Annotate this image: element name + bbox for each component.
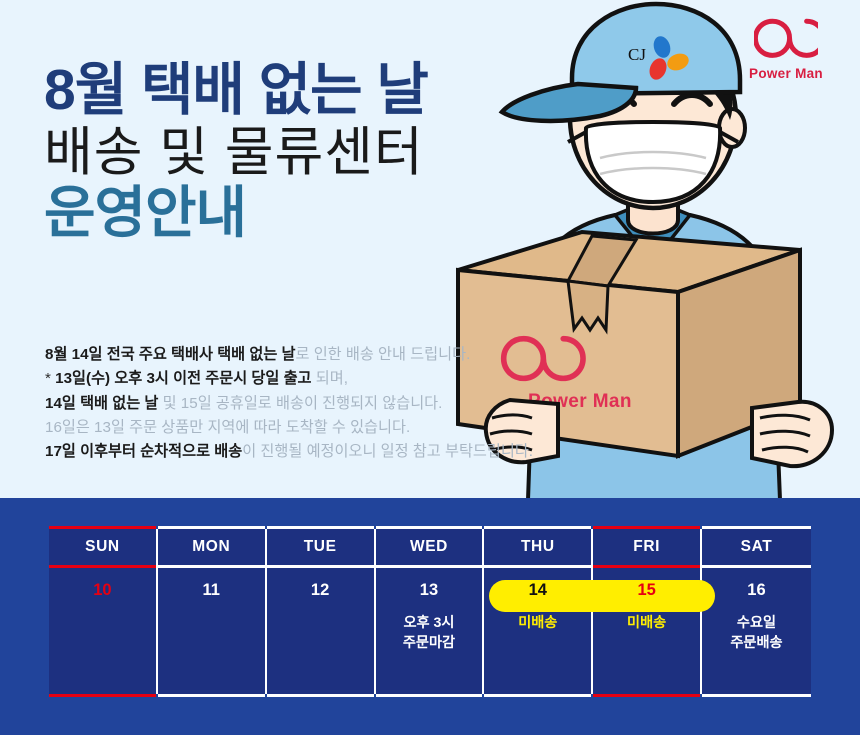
calendar-column-wed: WED 13 오후 3시 주문마감 [375, 526, 485, 697]
calendar-cell-thu: 14 미배송 [484, 568, 591, 694]
calendar-cell-wed: 13 오후 3시 주문마감 [376, 568, 483, 694]
calendar-header-fri: FRI [593, 529, 701, 568]
calendar-column-sat: SAT 16 수요일 주문배송 [702, 526, 811, 697]
day-number-14: 14 [528, 581, 547, 599]
notice-line-5-rest: 이 진행될 예정이오니 일정 참고 부탁드립니다. [242, 443, 534, 461]
calendar-cell-fri: 15 미배송 [593, 568, 700, 694]
brand-logo: Power Man [726, 14, 846, 88]
highlight-pill-14-15 [489, 580, 715, 612]
calendar-header-sat: SAT [702, 529, 811, 568]
headline-line-3: 운영안내 [44, 181, 247, 244]
power-man-loop-icon [754, 18, 818, 58]
calendar-column-tue: TUE 12 [266, 526, 376, 697]
headline-line-2: 배송 및 물류센터 [44, 123, 424, 182]
calendar-header-sun: SUN [49, 529, 156, 568]
calendar-header-tue: TUE [266, 529, 374, 568]
calendar-column-mon: MON 11 [157, 526, 267, 697]
notice-line-1: 8월 14일 전국 주요 택배사 택배 없는 날로 인한 배송 안내 드립니다. [45, 343, 565, 367]
headline-line-1: 8월 택배 없는 날 [44, 58, 429, 122]
calendar-header-mon: MON [157, 529, 265, 568]
day-number-16: 16 [747, 581, 766, 599]
day-note-15: 미배송 [627, 615, 667, 631]
svg-text:CJ: CJ [628, 45, 646, 64]
notice-line-2: * 13일(수) 오후 3시 이전 주문시 당일 출고 되며, [45, 367, 565, 391]
notice-body: 8월 14일 전국 주요 택배사 택배 없는 날로 인한 배송 안내 드립니다.… [45, 343, 565, 464]
calendar-cell-sun: 10 [49, 568, 156, 694]
calendar-cell-mon: 11 [158, 568, 265, 694]
notice-line-5: 17일 이후부터 순차적으로 배송이 진행될 예정이오니 일정 참고 부탁드립니… [45, 440, 565, 464]
notice-line-4: 16일은 13일 주문 상품만 지역에 따라 도착할 수 있습니다. [45, 416, 565, 440]
calendar-header-wed: WED [375, 529, 483, 568]
day-note-16: 수요일 주문배송 [730, 615, 783, 651]
notice-line-1-rest: 로 인한 배송 안내 드립니다. [295, 346, 471, 363]
notice-line-2-strong: 13일(수) 오후 3시 이전 주문시 당일 출고 [55, 370, 312, 388]
page-title: 8월 택배 없는 날 배송 및 물류센터 운영안내 [44, 62, 564, 241]
notice-line-2-rest: 되며, [311, 370, 348, 388]
notice-line-5-strong: 17일 이후부터 순차적으로 배송 [45, 443, 243, 461]
day-number-12: 12 [310, 581, 330, 599]
notice-line-3-strong: 14일 택배 없는 날 [45, 394, 159, 412]
day-number-15: 15 [637, 581, 656, 599]
calendar-table: SUN 10 MON 11 TUE 12 WED 13 오후 3시 [49, 526, 811, 697]
day-number-10: 10 [93, 581, 112, 599]
brand-name: Power Man [749, 66, 823, 81]
notice-line-4-text: 16일은 13일 주문 상품만 지역에 따라 도착할 수 있습니다. [45, 418, 411, 436]
day-number-13: 13 [419, 581, 439, 599]
calendar-cell-tue: 12 [267, 568, 374, 694]
notice-line-2-prefix: * [45, 370, 56, 388]
day-number-11: 11 [202, 581, 220, 599]
day-note-14: 미배송 [518, 615, 558, 631]
notice-line-3: 14일 택배 없는 날 및 15일 공휴일로 배송이 진행되지 않습니다. [45, 392, 565, 416]
notice-line-3-rest: 및 15일 공휴일로 배송이 진행되지 않습니다. [158, 394, 443, 412]
calendar-cell-sat: 16 수요일 주문배송 [702, 568, 811, 694]
calendar-header-thu: THU [484, 529, 592, 568]
calendar-column-sun: SUN 10 [49, 526, 158, 697]
courier-illustration: CJ Power Man [440, 0, 860, 500]
notice-line-1-strong: 8월 14일 전국 주요 택배사 택배 없는 날 [45, 346, 296, 363]
day-note-13: 오후 3시 주문마감 [402, 615, 456, 651]
